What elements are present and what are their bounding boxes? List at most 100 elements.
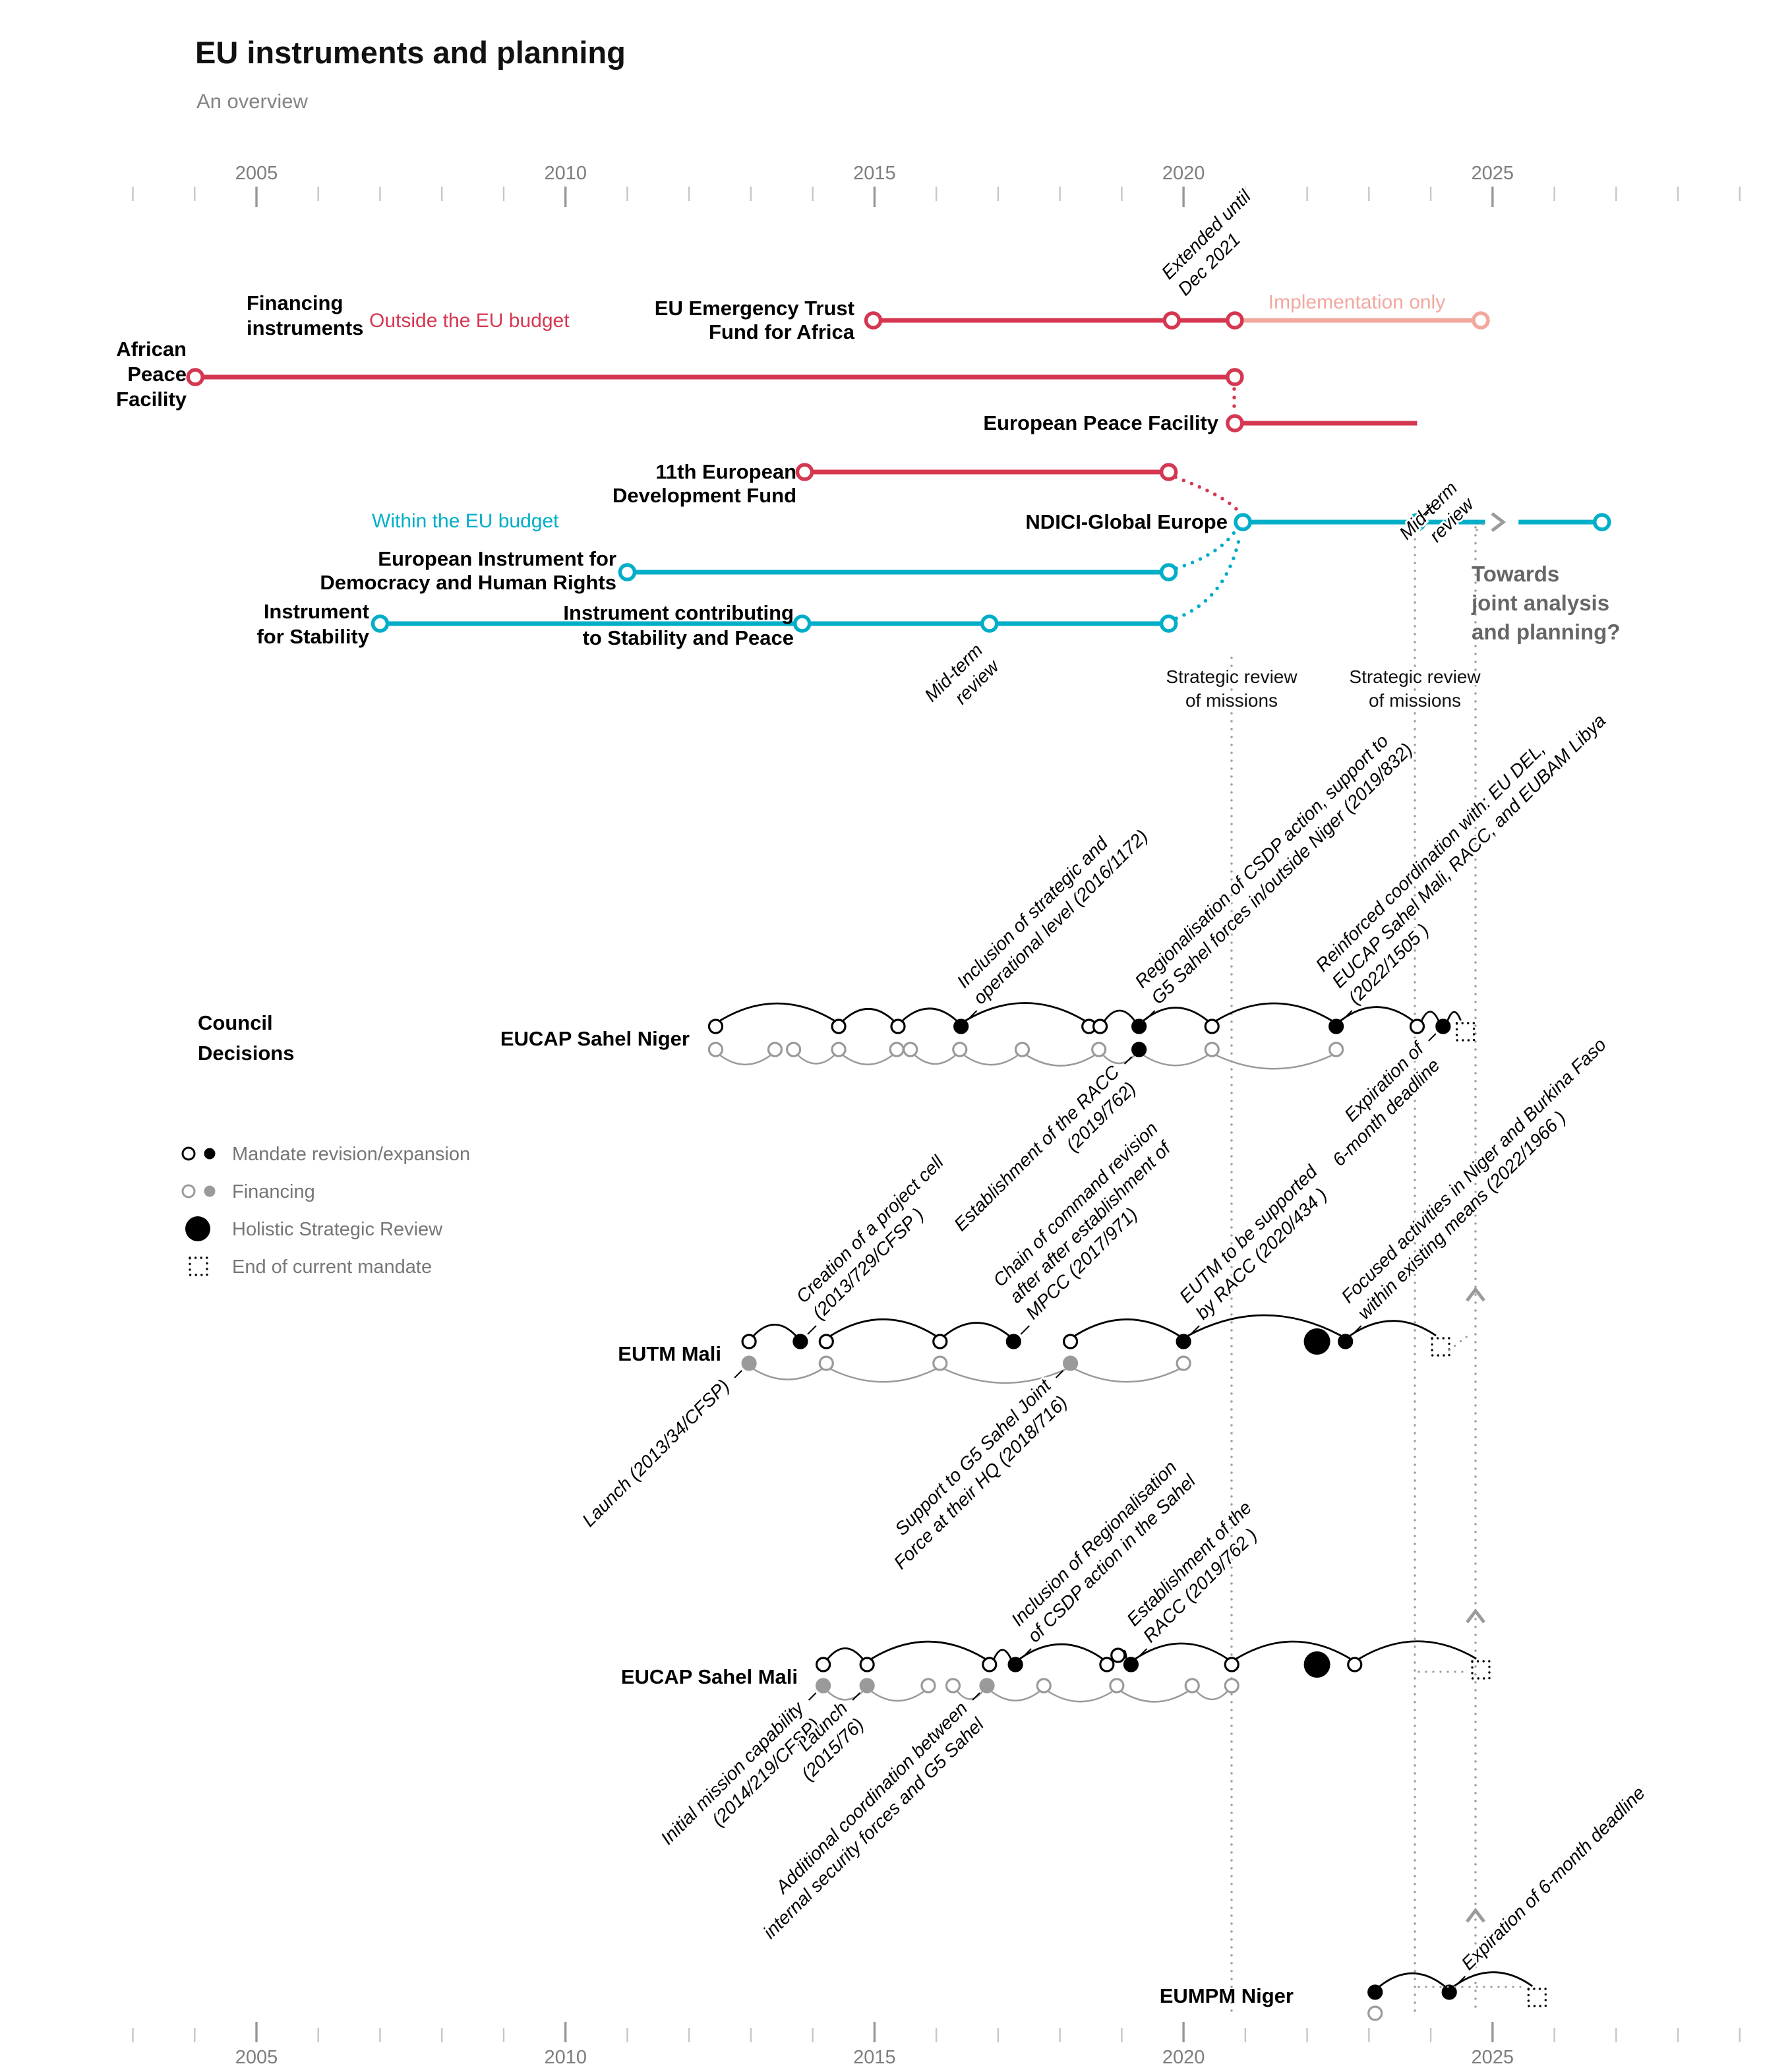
axis-year-label: 2025 (1472, 163, 1514, 184)
instrument-label: EU Emergency Trust (655, 297, 854, 320)
annotation: Expiration of6-month deadline (1312, 1037, 1445, 1170)
mandate-arc (719, 1002, 835, 1022)
instrument-node (371, 614, 390, 633)
mandate-point (1007, 1657, 1023, 1672)
eutm-square-to-line (1448, 1332, 1473, 1351)
leader-line (972, 1692, 980, 1701)
council-decisions-heading: Council (198, 1011, 273, 1034)
towards-joint-analysis-label: and planning? (1472, 620, 1620, 644)
financing-arc (1121, 1690, 1188, 1703)
financing-point (945, 1678, 961, 1694)
legend-text: Financing (232, 1181, 315, 1202)
leader-line (1190, 1325, 1200, 1335)
mandate-point (1099, 1657, 1115, 1672)
financing-point (952, 1042, 968, 1057)
leader-line (1137, 1648, 1148, 1658)
mandate-arc (1453, 1971, 1534, 1988)
end-of-mandate-square (1455, 1022, 1476, 1042)
instrument-label: for Stability (256, 625, 369, 648)
within-eu-budget-label: Within the EU budget (372, 510, 559, 532)
mandate-point (890, 1019, 906, 1034)
page-subtitle: An overview (196, 90, 308, 113)
instrument-node (1592, 513, 1611, 531)
mandate-arc (871, 1640, 986, 1660)
mandate-arc (1074, 1318, 1180, 1337)
axis-year-label: 2020 (1162, 2047, 1205, 2068)
mandate-point (1441, 1984, 1457, 2000)
strategic-review-label-2: Strategic review (1349, 666, 1481, 687)
strategic-review-label-1: of missions (1185, 690, 1278, 711)
mandate-point (818, 1334, 834, 1349)
annotation: Launch (2013/34/CFSP) (578, 1375, 733, 1530)
instrument-label: Instrument contributing (563, 601, 794, 624)
up-chevron-icon (1466, 1608, 1485, 1624)
end-of-mandate-square (1527, 1988, 1547, 2007)
instrument-label: European Instrument for (378, 547, 616, 570)
financing-arc (964, 1054, 1019, 1066)
financing-point (889, 1042, 905, 1057)
instrument-node (1226, 414, 1244, 432)
time-axes: 2005 2005 2010 2010 2015 2015 2020 2020 2025 2025 (132, 163, 1741, 2068)
holistic-strategic-review-dot (1303, 1328, 1330, 1355)
financing-point (1329, 1042, 1344, 1057)
axis-year-label: 2005 (235, 2047, 278, 2068)
mandate-point (707, 1019, 724, 1034)
mandate-point (1224, 1657, 1239, 1672)
axis-year-label: 2005 (235, 163, 278, 184)
mandate-arc (943, 1322, 1010, 1337)
financing-arc (914, 1055, 956, 1065)
holistic-strategic-review-dot (1303, 1651, 1330, 1678)
mandate-point (932, 1334, 948, 1349)
mandate-point (1409, 1019, 1425, 1034)
financing-arc (944, 1368, 1067, 1384)
axis-year-label: 2015 (853, 2047, 896, 2068)
ndici-mid-term-review: Mid-termreview (1395, 477, 1478, 560)
right-chevron-icon (1491, 512, 1507, 532)
mandate-arc (843, 1007, 894, 1022)
financing-arc (1102, 1055, 1135, 1065)
financing-arc (1196, 1691, 1228, 1701)
mandate-point (1123, 1657, 1139, 1672)
strategic-review-label-2: of missions (1369, 690, 1461, 711)
icsp-to-ndici (1174, 532, 1242, 620)
leader-line (1020, 1325, 1030, 1335)
ndici-gap-link (1476, 521, 1490, 531)
leader-line (1342, 1010, 1353, 1020)
instrument-label: Instrument (264, 600, 369, 623)
instrument-label: Fund for Africa (709, 320, 855, 343)
instrument-node (1472, 311, 1490, 330)
council-decisions-heading: Decisions (198, 1042, 294, 1065)
axis-year-label: 2020 (1162, 163, 1205, 184)
financing-filled-icon (204, 1185, 216, 1197)
end-of-mandate-icon (189, 1256, 208, 1276)
instrument-label: NDICI-Global Europe (1025, 510, 1228, 533)
mandate-arc (1349, 1320, 1437, 1337)
annotation: Support to G5 Sahel JointForce at their … (874, 1374, 1072, 1573)
mandate-point (1092, 1019, 1108, 1034)
instrument-node (1159, 614, 1178, 633)
mandate-point (1176, 1334, 1191, 1349)
mandate-arc (965, 1002, 1085, 1022)
mandate-point (741, 1334, 757, 1349)
instrument-node (864, 311, 883, 330)
mandate-point (1204, 1019, 1220, 1034)
axis-year-label: 2010 (544, 163, 587, 184)
annotation: Creation of a project cell(2013/729/CFSP… (792, 1152, 964, 1324)
instrument-ndici-global-europe: NDICI-Global Europe (1025, 510, 1611, 533)
financing-point (1367, 2005, 1383, 2021)
mandate-arc (1379, 1972, 1446, 1988)
mandate-point (1367, 1984, 1383, 2000)
financing-arc (1026, 1054, 1095, 1067)
financing-arc (719, 1054, 771, 1066)
leader-line (967, 1010, 978, 1020)
financing-arc (991, 1691, 1040, 1701)
leader-line (734, 1370, 742, 1378)
leader-line (808, 1692, 817, 1701)
financing-arc (843, 1054, 893, 1065)
instrument-node (618, 563, 637, 581)
instrument-label: Development Fund (612, 484, 796, 507)
mandate-arc (827, 1647, 864, 1659)
financing-point (1062, 1355, 1079, 1371)
leader-line (1022, 1648, 1032, 1658)
